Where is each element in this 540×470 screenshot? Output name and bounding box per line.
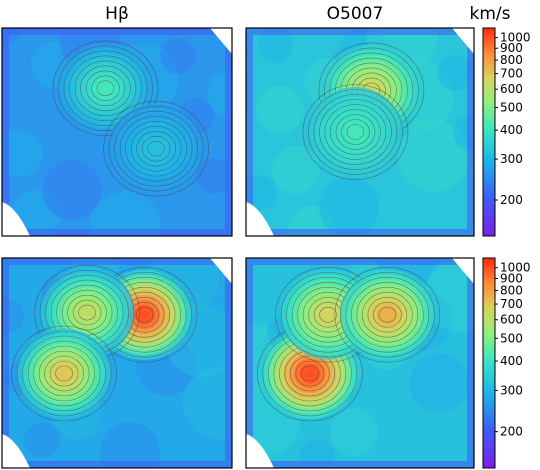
colorbars: 2003004005006007008009001000200300400500… [482, 27, 531, 469]
peak-marker [383, 310, 392, 319]
map-panels [1, 27, 475, 469]
peak-marker [60, 369, 69, 378]
map-panel-4 [245, 257, 475, 469]
colorbar-tick-label: 1000 [500, 31, 531, 45]
colorbar-tick-label: 1000 [500, 261, 531, 275]
map-panel-3 [1, 257, 233, 469]
colorbar-tick-label: 500 [500, 331, 523, 345]
colorbar-tick-label: 800 [500, 53, 523, 67]
peak-marker [101, 84, 110, 93]
panel-frame [245, 27, 475, 237]
colorbar-tick-label: 600 [500, 82, 523, 96]
colorbar-gradient [482, 27, 496, 237]
panel-frame [245, 257, 475, 469]
peak-marker [152, 144, 161, 153]
panel-frame [1, 257, 233, 469]
colorbar-tick-label: 300 [500, 152, 523, 166]
colorbar-tick-label: 600 [500, 313, 523, 327]
colorbar-tick-label: 400 [500, 354, 523, 368]
colorbar-tick-label: 800 [500, 283, 523, 297]
column-title-o5007: O5007 [327, 4, 384, 24]
colorbar-gradient [482, 257, 496, 469]
colorbar-tick-label: 900 [500, 41, 523, 55]
colorbar-tick-label: 400 [500, 123, 523, 137]
colorbar-tick-label: 200 [500, 193, 523, 207]
column-title-hbeta: Hβ [105, 4, 129, 24]
peak-marker [305, 369, 314, 378]
colorbar-tick-label: 700 [500, 297, 523, 311]
map-panel-1 [1, 27, 233, 237]
peak-marker [351, 128, 360, 136]
colorbar-tick-label: 500 [500, 101, 523, 115]
peak-marker [140, 310, 149, 319]
colorbar-tick-label: 200 [500, 425, 523, 439]
peak-marker [324, 310, 333, 319]
panel-frame [1, 27, 233, 237]
colorbar-tick-label: 700 [500, 67, 523, 81]
map-panel-2 [245, 27, 475, 237]
colorbar-unit-label: km/s [470, 4, 511, 24]
colorbar-tick-label: 300 [500, 383, 523, 397]
colorbar-tick-label: 900 [500, 271, 523, 285]
peak-marker [83, 308, 92, 317]
